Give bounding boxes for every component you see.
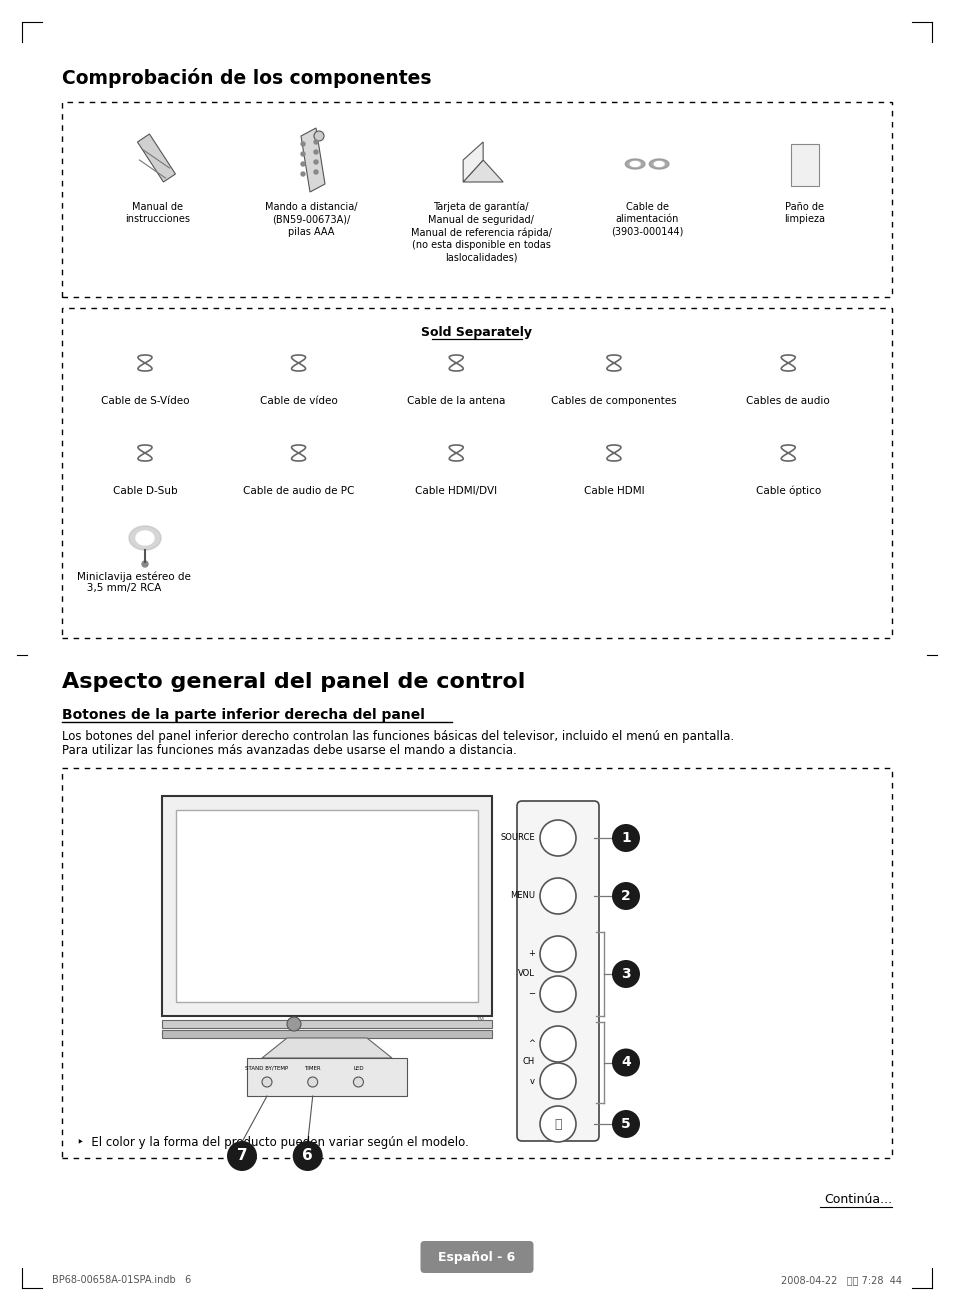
Text: 2008-04-22   오후 7:28  44: 2008-04-22 오후 7:28 44 [781,1275,901,1285]
Text: Cable de
alimentación
(3903-000144): Cable de alimentación (3903-000144) [610,202,682,237]
Circle shape [539,976,576,1013]
Bar [162,1020,492,1028]
Text: 2: 2 [620,889,630,903]
Bar [790,144,818,186]
Circle shape [612,882,639,910]
Circle shape [539,937,576,972]
Text: BP68-00658A-01SPA.indb   6: BP68-00658A-01SPA.indb 6 [52,1275,191,1285]
Bar [162,1030,492,1038]
Text: Paño de
limpieza: Paño de limpieza [783,202,824,224]
Circle shape [314,160,317,164]
Text: CH: CH [522,1057,535,1066]
Polygon shape [654,161,663,166]
Polygon shape [462,160,502,182]
Text: Cable de la antena: Cable de la antena [407,396,505,406]
Circle shape [314,170,317,174]
Text: MENU: MENU [510,892,535,900]
Circle shape [314,151,317,155]
Circle shape [539,1026,576,1062]
Text: Cable D-Sub: Cable D-Sub [112,486,177,496]
Text: Botones de la parte inferior derecha del panel: Botones de la parte inferior derecha del… [62,707,424,722]
Bar [62,308,891,638]
Text: ‣  El color y la forma del producto pueden variar según el modelo.: ‣ El color y la forma del producto puede… [77,1136,468,1149]
Polygon shape [462,141,482,182]
Circle shape [308,1077,317,1087]
Polygon shape [129,527,161,550]
Text: 5: 5 [620,1117,630,1131]
Polygon shape [136,531,153,545]
Circle shape [287,1017,301,1031]
Text: Tarjeta de garantía/
Manual de seguridad/
Manual de referencia rápida/
(no esta : Tarjeta de garantía/ Manual de seguridad… [411,202,551,263]
Polygon shape [649,159,668,169]
Text: 1: 1 [620,831,630,845]
Circle shape [301,162,305,166]
Bar [247,1058,407,1096]
Bar [175,810,477,1002]
Circle shape [539,1062,576,1099]
Text: Sold Separately: Sold Separately [421,326,532,339]
FancyBboxPatch shape [162,796,492,1017]
Circle shape [539,1106,576,1142]
Text: STAND BY/TEMP: STAND BY/TEMP [245,1066,289,1072]
Text: Cable de S-Vídeo: Cable de S-Vídeo [101,396,189,406]
Text: −: − [527,989,535,998]
Text: Cables de componentes: Cables de componentes [551,396,676,406]
Text: TIMER: TIMER [304,1066,321,1072]
Text: Cable de audio de PC: Cable de audio de PC [243,486,354,496]
Text: 3: 3 [620,967,630,981]
Text: Aspecto general del panel de control: Aspecto general del panel de control [62,672,525,692]
Circle shape [612,960,639,988]
Text: v: v [530,1077,535,1086]
Text: 6: 6 [302,1149,313,1163]
Text: Continúa...: Continúa... [823,1193,891,1207]
Text: VOL: VOL [517,969,535,979]
Circle shape [314,140,317,144]
Polygon shape [137,134,175,182]
Text: ^: ^ [527,1040,535,1048]
Circle shape [227,1141,256,1171]
Text: Cables de audio: Cables de audio [745,396,829,406]
Circle shape [612,1110,639,1138]
Text: 4: 4 [620,1056,630,1069]
Text: Mando a distancia/
(BN59-00673A)/
pilas AAA: Mando a distancia/ (BN59-00673A)/ pilas … [265,202,356,237]
Text: Cable de vídeo: Cable de vídeo [259,396,337,406]
Polygon shape [262,1038,392,1058]
Text: 7: 7 [236,1149,247,1163]
Text: LED: LED [353,1066,363,1072]
Circle shape [314,131,324,141]
Circle shape [539,820,576,855]
Text: Cable óptico: Cable óptico [755,486,820,496]
Circle shape [612,1048,639,1077]
Circle shape [612,824,639,852]
Text: Comprobación de los componentes: Comprobación de los componentes [62,68,431,88]
Circle shape [293,1141,322,1171]
Text: Miniclavija estéreo de
   3,5 mm/2 RCA: Miniclavija estéreo de 3,5 mm/2 RCA [77,571,191,593]
Polygon shape [630,161,639,166]
Text: Cable HDMI: Cable HDMI [583,486,643,496]
Text: Manual de
instrucciones: Manual de instrucciones [125,202,190,224]
Text: TM: TM [476,1017,483,1022]
FancyBboxPatch shape [420,1241,533,1273]
Text: Para utilizar las funciones más avanzadas debe usarse el mando a distancia.: Para utilizar las funciones más avanzada… [62,744,517,757]
FancyBboxPatch shape [517,800,598,1141]
Text: ⏻: ⏻ [554,1117,561,1131]
Bar [62,102,891,297]
Circle shape [301,141,305,145]
Text: +: + [528,950,535,959]
Bar [62,768,891,1158]
Circle shape [539,878,576,914]
Text: Los botones del panel inferior derecho controlan las funciones básicas del telev: Los botones del panel inferior derecho c… [62,730,734,743]
Circle shape [262,1077,272,1087]
Text: Cable HDMI/DVI: Cable HDMI/DVI [415,486,497,496]
Circle shape [301,152,305,156]
Circle shape [142,561,148,567]
Polygon shape [625,159,644,169]
Circle shape [301,172,305,176]
Polygon shape [301,128,325,193]
Text: Español - 6: Español - 6 [438,1251,515,1264]
Text: SOURCE: SOURCE [500,833,535,842]
Circle shape [353,1077,363,1087]
